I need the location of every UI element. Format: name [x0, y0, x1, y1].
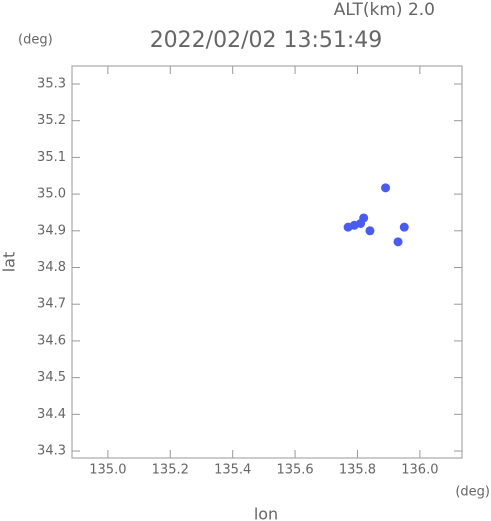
plot-frame: [71, 65, 463, 459]
y-unit: (deg): [18, 33, 53, 48]
echo-point: [399, 222, 409, 232]
echo-point: [393, 237, 403, 247]
y-tick-label: 34.7: [37, 297, 66, 312]
chart-title: 2022/02/02 13:51:49: [150, 28, 383, 53]
y-tick-label: 35.2: [37, 113, 66, 128]
subtitle: ALT(km) 2.0: [334, 0, 435, 20]
y-tick-label: 34.9: [37, 223, 66, 238]
x-tick-label: 135.2: [152, 463, 189, 478]
x-tick-label: 135.0: [89, 463, 126, 478]
y-axis-label: lat: [0, 252, 19, 273]
y-tick-label: 34.4: [37, 407, 66, 422]
y-tick-label: 35.3: [37, 76, 66, 91]
y-tick-label: 34.5: [37, 370, 66, 385]
x-tick-label: 135.6: [276, 463, 313, 478]
y-tick-label: 35.0: [37, 187, 66, 202]
y-tick-label: 35.1: [37, 150, 66, 165]
x-tick-label: 136.0: [401, 463, 438, 478]
y-tick-label: 34.3: [37, 444, 66, 459]
echo-point: [365, 226, 375, 236]
x-tick-label: 135.8: [339, 463, 376, 478]
x-tick-label: 135.4: [214, 463, 251, 478]
echo-point: [381, 183, 391, 193]
y-tick-label: 34.8: [37, 260, 66, 275]
x-unit: (deg): [455, 485, 490, 500]
echo-point: [359, 213, 369, 223]
x-axis-label: lon: [254, 505, 278, 521]
y-tick-label: 34.6: [37, 333, 66, 348]
